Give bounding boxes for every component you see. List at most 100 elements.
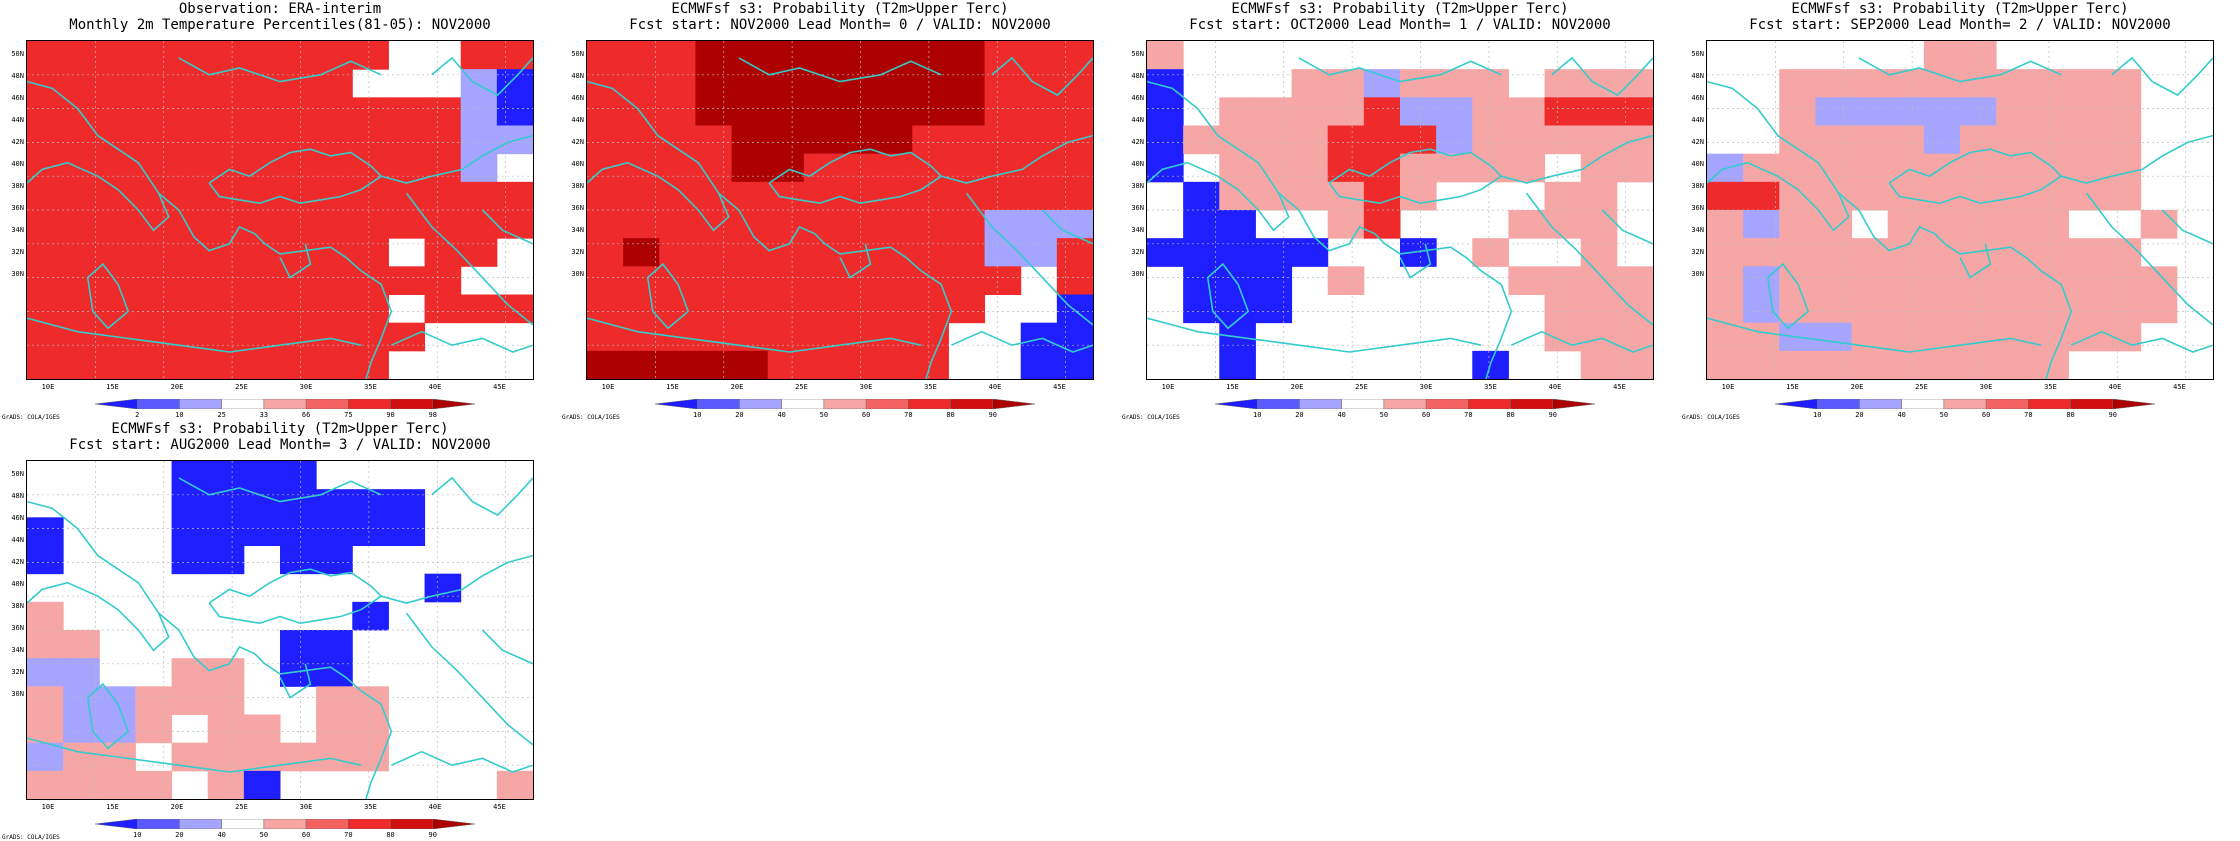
grid-cell [207,545,245,575]
grid-cell [1580,69,1618,98]
grid-cell [1327,181,1365,211]
colorbar-label: 10 [693,411,702,419]
grid-cell [1020,181,1058,211]
colorbar-label: 70 [904,411,913,419]
grid-cell [280,517,317,546]
grid-cell [948,210,986,239]
map-panel-lead0: ECMWFsf s3: Probability (T2m>Upper Terc)… [560,0,1120,421]
coastline [380,554,533,604]
grid-cell [207,770,245,799]
grid-cell [1815,322,1853,352]
grid-cell [496,770,533,799]
grid-cell [1960,322,1997,352]
colorbar-label: 98 [428,411,437,419]
grid-cell [171,153,209,183]
grid-cell [99,294,136,324]
colorbar-label: 75 [344,411,353,419]
grid-cell [27,714,64,744]
grid-cell [984,266,1022,295]
grid-cell [316,41,353,70]
grid-cell [352,489,389,518]
grid-cell [424,238,462,267]
grid-cell [1616,153,1653,183]
grid-cell [63,658,100,687]
grid-cell [316,153,353,183]
grid-cell [316,714,353,744]
lon-tick-label: 35E [924,383,937,391]
grid-cell [840,322,877,352]
grid-cell [280,153,317,183]
colorbar-segment [1383,399,1427,409]
colorbar-label: 60 [1421,411,1431,419]
grid-cell [27,350,64,379]
grid-cell [316,97,353,126]
grid-cell [1472,69,1509,98]
grid-cell [912,97,949,126]
grid-cell [207,658,245,687]
lat-tick-label: 34N [11,226,24,234]
grid-cell [1960,69,1997,98]
grid-cell [659,181,696,211]
grid-cell [1779,153,1816,183]
grid-cell [171,461,209,490]
lon-tick-label: 45E [1053,383,1066,391]
grid-cell [1020,125,1058,155]
grid-cell [171,125,209,155]
lon-tick-label: 15E [106,383,119,391]
grid-cell [587,350,624,379]
grid-cell [1815,69,1853,98]
grid-cell [63,770,100,799]
grid-cell [1743,322,1780,352]
lat-tick-label: 40N [1691,160,1704,168]
grid-cell [803,41,841,70]
grid-cell [280,461,317,490]
grid-cell [1183,294,1220,324]
grid-cell [767,210,805,239]
grid-cell [316,210,353,239]
grid-cell [2032,294,2069,324]
coastline [940,134,1093,184]
grid-cell [27,686,64,715]
grid-cell [135,350,173,379]
grid-cell [27,41,64,70]
lon-tick-label: 30E [299,803,313,811]
lat-tick-label: 32N [1691,248,1704,256]
grid-cell [695,266,733,295]
grid-cell [2068,69,2106,98]
grid-cell [352,601,389,631]
panel-title: Observation: ERA-interim [178,1,382,17]
lon-tick-label: 35E [2044,383,2057,391]
grid-cell [840,41,877,70]
grid-cell [243,489,281,518]
grid-cell [316,630,353,659]
grid-cell [1815,294,1853,324]
colorbar-segment [2070,399,2114,409]
grid-cell [1183,238,1220,267]
grid-cell [243,266,281,295]
lat-tick-label: 40N [1131,160,1144,168]
grid-cell [243,770,281,799]
grid-cell [1508,266,1546,295]
grid-cell [316,658,353,687]
grid-cell [243,238,281,267]
grid-cell [912,210,949,239]
grid-cell [1183,181,1220,211]
grid-cell [912,238,949,267]
grid-cell [27,294,64,324]
colorbar-label: 90 [386,411,395,419]
grid-cell [99,714,136,744]
grid-cell [1363,125,1401,155]
grid-cell [2140,294,2178,324]
grid-cell [207,41,245,70]
colorbar-segment [136,819,180,829]
grid-cell [1580,350,1618,379]
grid-cell [695,350,733,379]
grid-cell [207,742,245,772]
colorbar-segment [2028,399,2071,409]
grid-cell [2104,153,2142,183]
coastline [86,682,130,750]
grid-cell [1363,210,1401,239]
map-area [1706,40,2214,380]
grid-cell [695,294,733,324]
lat-tick-label: 48N [571,72,584,80]
